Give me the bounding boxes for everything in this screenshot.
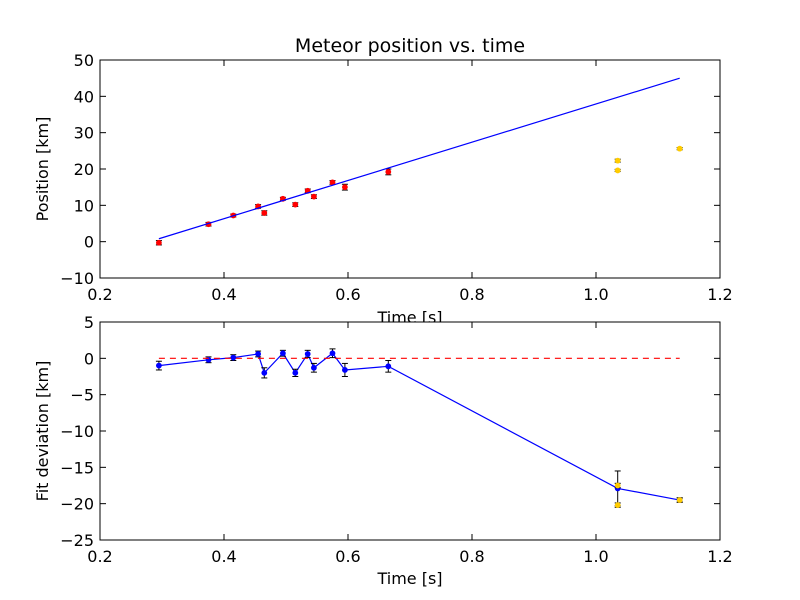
bottom-y-tick-label: 0 (84, 349, 94, 368)
bottom-x-tick-label: 1.2 (707, 547, 732, 566)
bottom-data-point (676, 497, 683, 503)
top-y-tick-label: −10 (60, 269, 94, 288)
top-plot-marks (155, 77, 683, 246)
bottom-deviation-line (158, 352, 680, 501)
bottom-deviation-point (304, 351, 311, 357)
top-data-point (342, 184, 348, 191)
bottom-x-tick-label: 0.6 (335, 547, 360, 566)
bottom-deviation-point (385, 363, 392, 370)
bottom-deviation-point (156, 362, 162, 369)
bottom-deviation-point (329, 350, 336, 357)
bottom-plot-marks (155, 348, 683, 509)
bottom-deviation-point (292, 369, 299, 376)
top-plot: Meteor position vs. time 0.2 0.4 0.6 0.8 1.0… (33, 35, 733, 327)
top-plot-area (100, 60, 720, 278)
bottom-plot-area (100, 322, 720, 540)
bottom-x-tick-label: 0.8 (459, 547, 484, 566)
top-x-tick-label: 0.8 (459, 285, 484, 304)
bottom-deviation-point (342, 367, 348, 373)
top-x-tick-label: 1.2 (707, 285, 732, 304)
bottom-plot: 0.2 0.4 0.6 0.8 1.0 1.2 −25 −20 −15 −10 −5 0 5 Time … (33, 313, 733, 588)
top-data-point (261, 210, 268, 216)
top-y-tick-label: 50 (74, 51, 94, 70)
bottom-plot-ticks: 0.2 0.4 0.6 0.8 1.0 1.2 −25 −20 −15 −10 −5 0 5 (60, 313, 732, 566)
bottom-x-axis-label: Time [s] (376, 569, 442, 588)
top-y-axis-label: Position [km] (33, 117, 52, 222)
bottom-data-point (614, 482, 621, 489)
top-plot-title: Meteor position vs. time (295, 35, 525, 57)
bottom-deviation-point (261, 369, 268, 376)
bottom-x-tick-label: 0.4 (211, 547, 236, 566)
bottom-y-tick-label: −25 (60, 531, 94, 550)
top-data-point (311, 193, 317, 200)
top-data-point (156, 239, 162, 246)
top-y-tick-label: 40 (74, 87, 94, 106)
top-y-tick-label: 20 (74, 160, 94, 179)
top-fit-line (158, 77, 680, 240)
top-plot-ticks: 0.2 0.4 0.6 0.8 1.0 1.2 −10 0 10 20 30 40 50 (60, 51, 732, 304)
top-data-point (292, 201, 299, 208)
top-x-tick-label: 0.6 (335, 285, 360, 304)
top-data-point (614, 167, 621, 174)
top-data-point (385, 169, 392, 175)
bottom-deviation-point (255, 351, 262, 357)
bottom-y-tick-label: −10 (60, 422, 94, 441)
bottom-deviation-point (311, 364, 317, 371)
top-data-point (614, 157, 621, 164)
bottom-y-axis-label: Fit deviation [km] (33, 361, 52, 502)
bottom-y-tick-label: −20 (60, 495, 94, 514)
top-x-tick-label: 0.2 (87, 285, 112, 304)
bottom-x-tick-label: 0.2 (87, 547, 112, 566)
top-x-tick-label: 1.0 (583, 285, 608, 304)
top-y-tick-label: 10 (74, 196, 94, 215)
bottom-y-tick-label: 5 (84, 313, 94, 332)
top-data-point (676, 145, 683, 152)
bottom-y-tick-label: −5 (70, 386, 94, 405)
bottom-x-tick-label: 1.0 (583, 547, 608, 566)
top-y-tick-label: 30 (74, 124, 94, 143)
bottom-deviation-point (230, 354, 237, 361)
bottom-y-tick-label: −15 (60, 458, 94, 477)
bottom-data-point (614, 502, 621, 509)
top-y-tick-label: 0 (84, 233, 94, 252)
bottom-deviation-point (280, 350, 286, 357)
top-x-tick-label: 0.4 (211, 285, 236, 304)
